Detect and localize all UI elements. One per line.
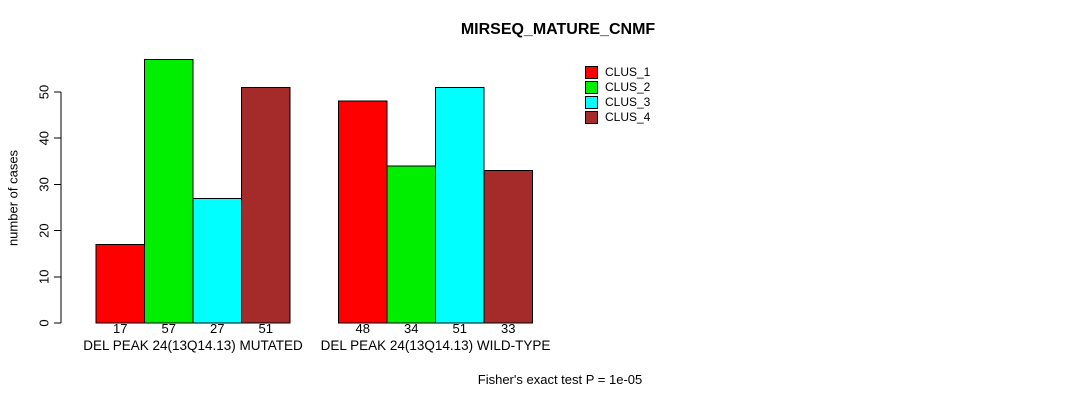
legend-label: CLUS_1	[605, 65, 651, 79]
bar-value-label: 51	[453, 321, 467, 336]
y-tick-label: 0	[37, 319, 52, 326]
bar-clus_4-group1	[241, 86, 291, 324]
legend: CLUS_1 CLUS_2 CLUS_3 CLUS_4	[585, 65, 650, 125]
y-tick-label: 40	[37, 131, 52, 145]
bar-value-label: 33	[501, 321, 515, 336]
legend-item: CLUS_3	[585, 95, 650, 110]
bar-value-label: 48	[356, 321, 370, 336]
bar-clus_2-group1	[144, 59, 194, 324]
legend-label: CLUS_4	[605, 110, 651, 124]
bar-value-label: 51	[259, 321, 273, 336]
legend-swatch-icon	[585, 111, 598, 124]
chart-title: MIRSEQ_MATURE_CNMF	[460, 21, 656, 38]
legend-swatch-icon	[585, 96, 598, 109]
legend-swatch-icon	[585, 66, 598, 79]
y-tick-label: 10	[37, 270, 52, 284]
bar-clus_4-group2	[483, 170, 533, 324]
group-label: DEL PEAK 24(13Q14.13) WILD-TYPE	[321, 338, 551, 353]
bar-value-label: 57	[162, 321, 176, 336]
bar-clus_3-group2	[435, 86, 485, 324]
bar-clus_1-group2	[338, 100, 388, 324]
legend-swatch-icon	[585, 81, 598, 94]
bar-value-label: 17	[113, 321, 127, 336]
legend-item: CLUS_4	[585, 110, 650, 125]
stat-annotation: Fisher's exact test P = 1e-05	[477, 372, 643, 387]
legend-label: CLUS_3	[605, 95, 651, 109]
y-tick-label: 30	[37, 177, 52, 191]
y-tick-label: 50	[37, 85, 52, 99]
bar-clus_2-group2	[386, 165, 436, 324]
legend-item: CLUS_1	[585, 65, 650, 80]
bar-value-label: 34	[404, 321, 418, 336]
legend-label: CLUS_2	[605, 80, 651, 94]
bar-clus_3-group1	[192, 197, 242, 324]
legend-item: CLUS_2	[585, 80, 650, 95]
group-label: DEL PEAK 24(13Q14.13) MUTATED	[83, 338, 303, 353]
y-tick-label: 20	[37, 223, 52, 237]
bar-clus_1-group1	[95, 243, 145, 324]
bar-value-label: 27	[210, 321, 224, 336]
